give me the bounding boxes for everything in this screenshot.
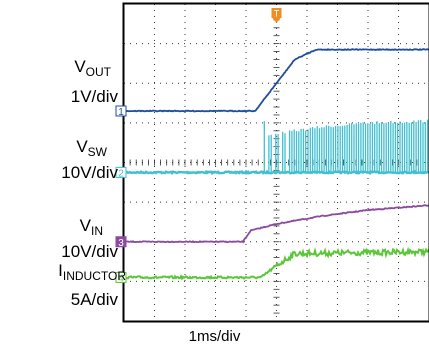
vin-scale: 10V/div [61, 242, 118, 261]
trigger-marker [271, 8, 282, 18]
channel-marker-label: 3 [118, 238, 124, 249]
vout-sub: OUT [85, 65, 111, 79]
vsw-scale: 10V/div [61, 163, 118, 182]
trigger-marker-label: T [274, 9, 280, 19]
iind-name: I [58, 261, 63, 280]
vsw-name: V [76, 137, 88, 156]
vout-name: V [74, 57, 86, 76]
channel-marker [115, 105, 127, 117]
vin-name: V [79, 216, 91, 235]
channel-markers: 1 2 3 4 T [115, 8, 282, 284]
vout-label: VOUT [74, 57, 111, 79]
traces [122, 48, 429, 281]
vin-sub: IN [91, 224, 103, 238]
channel-marker [115, 166, 127, 178]
channel-marker-label: 4 [118, 273, 124, 284]
vsw-trace-baseline [122, 167, 429, 176]
channel-marker-label: 1 [118, 107, 124, 118]
vsw-label: VSW [76, 137, 107, 159]
iinductor-trace [123, 246, 429, 281]
iind-sub: INDUCTOR [62, 269, 126, 283]
channel-marker-label: 2 [118, 168, 124, 179]
grid [123, 3, 429, 322]
time-scale-label: 1ms/div [188, 328, 241, 345]
iind-label: IINDUCTOR [58, 261, 126, 283]
channel-marker [115, 236, 127, 248]
vsw-trace-switching [263, 119, 429, 173]
trigger-pointer [272, 18, 281, 23]
iind-scale: 5A/div [70, 290, 118, 309]
plot-frame [122, 2, 429, 323]
vin-label: VIN [79, 216, 103, 238]
channel-marker [115, 271, 127, 283]
vout-scale: 1V/div [70, 87, 118, 106]
vout-trace [124, 48, 429, 113]
vin-trace [123, 204, 429, 244]
vsw-sub: SW [87, 145, 107, 159]
